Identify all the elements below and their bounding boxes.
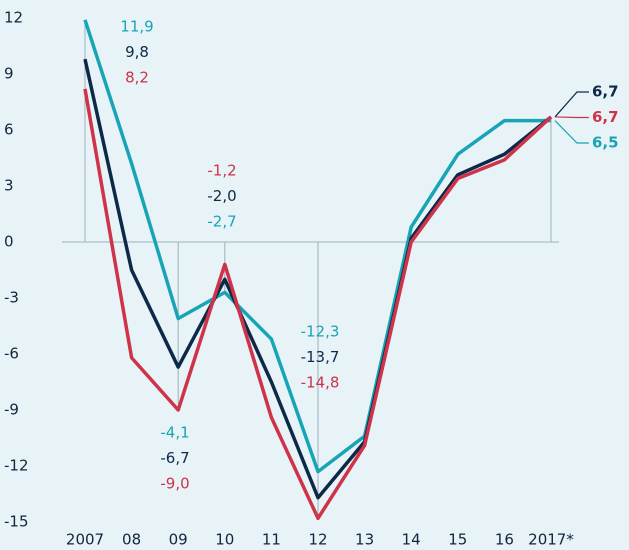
x-tick-label: 16 <box>495 531 514 549</box>
data-label: -6,7 <box>160 449 189 467</box>
leader-line <box>554 91 589 118</box>
end-label: 6,7 <box>592 108 619 126</box>
data-label: -4,1 <box>160 424 189 442</box>
y-tick-label: -15 <box>4 513 29 531</box>
y-tick-label: -6 <box>4 345 19 363</box>
x-tick-label: 2007 <box>66 531 104 549</box>
x-tick-label: 12 <box>308 531 327 549</box>
series-line <box>83 88 553 521</box>
leader-line <box>554 116 589 119</box>
data-label: 9,8 <box>125 43 149 61</box>
data-label: -13,7 <box>301 348 340 366</box>
data-label: -2,0 <box>207 187 236 205</box>
x-tick-label: 08 <box>122 531 141 549</box>
x-tick-label: 11 <box>262 531 281 549</box>
end-label: 6,5 <box>592 134 619 152</box>
x-tick-label: 14 <box>402 531 421 549</box>
y-tick-label: 3 <box>4 177 14 195</box>
x-tick-label: 2017* <box>528 531 574 549</box>
y-tick-label: 6 <box>4 121 14 139</box>
data-label: -9,0 <box>160 475 189 493</box>
data-label: -12,3 <box>301 323 340 341</box>
y-tick-label: -12 <box>4 457 29 475</box>
end-label: 6,7 <box>592 83 619 101</box>
y-tick-label: 12 <box>4 9 23 27</box>
data-label: -2,7 <box>207 213 236 231</box>
x-tick-label: 15 <box>448 531 467 549</box>
x-tick-label: 13 <box>355 531 374 549</box>
y-tick-label: -9 <box>4 401 19 419</box>
y-tick-label: 9 <box>4 65 14 83</box>
x-tick-label: 09 <box>169 531 188 549</box>
data-label: 8,2 <box>125 69 149 87</box>
series-line <box>83 58 553 500</box>
leader-line <box>554 120 589 144</box>
y-tick-label: -3 <box>4 289 19 307</box>
data-label: -14,8 <box>301 374 340 392</box>
x-tick-label: 10 <box>215 531 234 549</box>
data-label: -1,2 <box>207 162 236 180</box>
y-tick-label: 0 <box>4 233 14 251</box>
series-line <box>83 19 551 474</box>
data-label: 11,9 <box>120 18 153 36</box>
